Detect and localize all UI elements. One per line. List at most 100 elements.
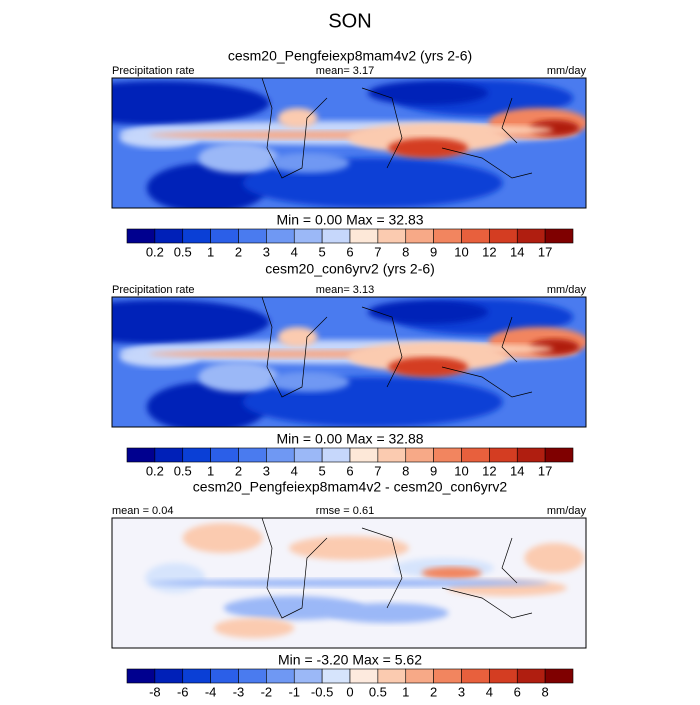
panel-right-label: mm/day	[547, 505, 587, 517]
colorbar-label: 7	[374, 463, 381, 478]
colorbar-label: -3	[233, 684, 245, 699]
panel-left-label: Precipitation rate	[112, 65, 195, 77]
colorbar-label: 3	[263, 244, 270, 259]
colorbar-label: 0	[346, 684, 353, 699]
map-blob	[146, 163, 267, 208]
map-blob	[182, 523, 263, 553]
colorbar-box	[405, 668, 434, 684]
colorbar-label: 6	[514, 684, 521, 699]
colorbar-label: 0.5	[369, 684, 387, 699]
colorbar-box	[405, 447, 434, 463]
colorbar-box	[377, 668, 407, 684]
colorbar-box	[126, 228, 156, 244]
colorbar-box	[433, 668, 462, 684]
colorbar-box	[266, 447, 295, 463]
colorbar-label: 10	[454, 244, 468, 259]
panel-center-label: mean= 3.17	[316, 65, 374, 77]
colorbar-label: 2	[430, 684, 437, 699]
coastline	[261, 297, 533, 398]
colorbar-box	[182, 668, 211, 684]
colorbar-label: 1	[207, 463, 214, 478]
colorbar-label: 2	[235, 244, 242, 259]
map-blob	[149, 579, 549, 587]
colorbar-box	[182, 228, 211, 244]
colorbar-label: 3	[263, 463, 270, 478]
colorbar-label: 5	[319, 463, 326, 478]
map-blob	[524, 543, 585, 573]
map-blob	[289, 536, 409, 560]
colorbar-label: 12	[482, 463, 496, 478]
panel-subtitle: cesm20_Pengfeiexp8mam4v2 - cesm20_con6yr…	[193, 479, 508, 495]
map-blob	[112, 81, 270, 125]
colorbar-box	[516, 447, 546, 463]
map-blob	[277, 108, 318, 128]
colorbar-label: 10	[454, 463, 468, 478]
map-frame	[111, 517, 587, 649]
colorbar-box	[349, 228, 379, 244]
map-blob	[413, 344, 554, 354]
colorbar-label: -1	[288, 684, 300, 699]
colorbar-box	[461, 228, 490, 244]
colorbar-label: 8	[542, 684, 549, 699]
map-blob	[269, 153, 350, 173]
colorbar-label: -2	[261, 684, 273, 699]
colorbar-label: 17	[538, 244, 552, 259]
colorbar-box	[433, 228, 462, 244]
colorbar-box	[544, 668, 574, 684]
panel-left-label: Precipitation rate	[112, 284, 195, 296]
colorbar-box	[238, 228, 267, 244]
colorbar-label: 14	[510, 463, 524, 478]
map-field	[112, 297, 586, 427]
map-blob	[198, 143, 279, 173]
map-blob	[328, 603, 449, 623]
panel-subtitle: cesm20_Pengfeiexp8mam4v2 (yrs 2-6)	[228, 48, 472, 64]
colorbar-label: 0.2	[146, 244, 164, 259]
min-max-label: Min = -3.20 Max = 5.62	[278, 652, 422, 668]
map-field	[112, 518, 586, 648]
colorbar-box	[293, 447, 323, 463]
colorbar-label: 9	[430, 244, 437, 259]
colorbar-box	[349, 668, 379, 684]
map-blob	[223, 596, 364, 620]
colorbar-box	[266, 668, 295, 684]
colorbar-label: -8	[149, 684, 161, 699]
colorbar-label: 9	[430, 463, 437, 478]
panel-subtitle: cesm20_con6yrv2 (yrs 2-6)	[265, 261, 435, 277]
panel-right-label: mm/day	[547, 65, 587, 77]
colorbar-box	[154, 668, 184, 684]
colorbar-label: 1	[402, 684, 409, 699]
panel-left-label: mean = 0.04	[112, 505, 173, 517]
map-frame	[111, 296, 587, 428]
colorbar-box	[321, 447, 351, 463]
colorbar-label: 1	[207, 244, 214, 259]
colorbar-box	[293, 668, 323, 684]
colorbar-box	[461, 447, 490, 463]
map-blob	[146, 382, 267, 427]
map-blob	[368, 81, 488, 105]
map-blob	[198, 362, 279, 392]
colorbar-box	[544, 228, 574, 244]
colorbar-box	[405, 228, 434, 244]
min-max-label: Min = 0.00 Max = 32.83	[276, 212, 423, 228]
colorbar-box	[154, 228, 184, 244]
colorbar-label: 12	[482, 244, 496, 259]
map-blob	[277, 327, 318, 347]
colorbar-box	[489, 228, 518, 244]
coastline	[261, 518, 533, 619]
colorbar-label: 0.5	[174, 463, 192, 478]
colorbar-box	[433, 447, 462, 463]
colorbar-box	[238, 447, 267, 463]
panel-right-label: mm/day	[547, 284, 587, 296]
colorbar-label: -0.5	[311, 684, 333, 699]
colorbar-label: 3	[458, 684, 465, 699]
colorbar-box	[266, 228, 295, 244]
colorbar-label: 8	[402, 463, 409, 478]
colorbar-label: 0.2	[146, 463, 164, 478]
colorbar-box	[210, 668, 239, 684]
colorbar-label: 14	[510, 244, 524, 259]
colorbar-box	[516, 228, 546, 244]
colorbar-label: 8	[402, 244, 409, 259]
map-blob	[388, 138, 468, 158]
colorbar-label: 0.5	[174, 244, 192, 259]
